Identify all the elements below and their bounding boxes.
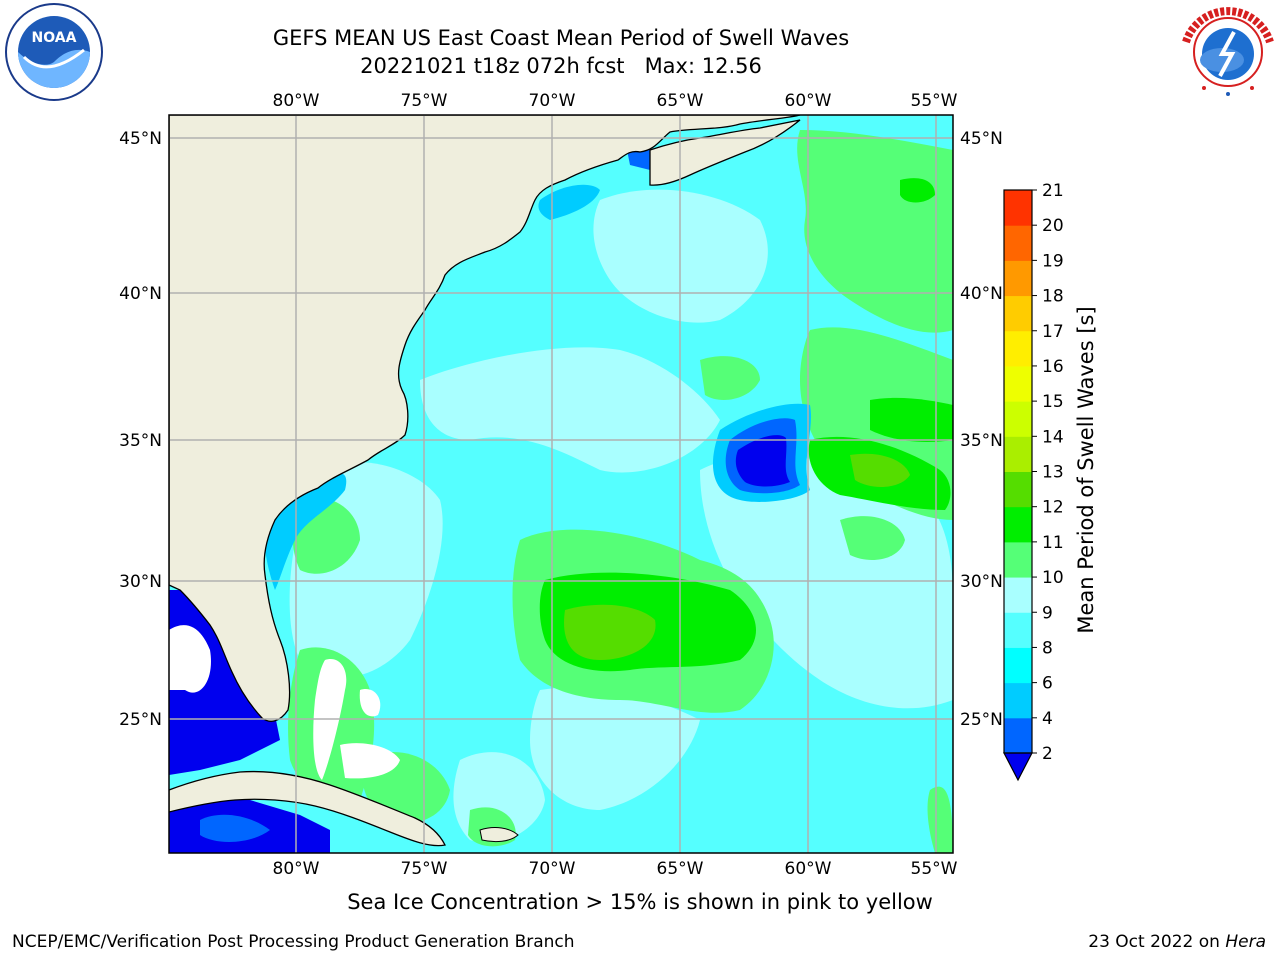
colorbar-bin (1004, 436, 1032, 472)
lat-label-right: 30°N (960, 572, 1003, 592)
colorbar-tick-label: 14 (1042, 427, 1064, 447)
colorbar-tick-label: 20 (1042, 216, 1064, 236)
colorbar-tick-label: 11 (1042, 533, 1064, 553)
colorbar-tick-label: 12 (1042, 498, 1064, 518)
lat-label-left: 45°N (119, 129, 162, 149)
lat-label-right: 40°N (960, 284, 1003, 304)
lat-label-left: 25°N (119, 710, 162, 730)
colorbar-tick-label: 16 (1042, 357, 1064, 377)
colorbar-tick-label: 13 (1042, 463, 1064, 483)
lon-label-bottom: 75°W (401, 859, 448, 879)
colorbar-bin (1004, 225, 1032, 261)
colorbar-tick-label: 17 (1042, 322, 1064, 342)
colorbar-tick-label: 9 (1042, 603, 1053, 623)
lon-label-bottom: 80°W (273, 859, 320, 879)
colorbar-bin (1004, 682, 1032, 719)
sea-ice-note: Sea Ice Concentration > 15% is shown in … (347, 890, 933, 914)
noaa-logo: NOAA (5, 3, 103, 101)
swell-period-field (169, 115, 953, 853)
lon-label-top: 70°W (529, 91, 576, 111)
colorbar-tick-label: 2 (1042, 744, 1053, 764)
lon-label-bottom: 65°W (657, 859, 704, 879)
colorbar-bin (1004, 365, 1032, 402)
colorbar-bin (1004, 330, 1032, 367)
colorbar-bin (1004, 295, 1032, 332)
lon-label-top: 80°W (273, 91, 320, 111)
colorbar-tick-label: 15 (1042, 392, 1064, 412)
footer-date-text: 23 Oct 2022 on (1088, 932, 1226, 952)
lon-label-bottom: 60°W (785, 859, 832, 879)
lon-label-bottom: 55°W (911, 859, 958, 879)
colorbar-tick-label: 6 (1042, 674, 1053, 694)
colorbar-bin (1004, 401, 1032, 437)
footer-host: Hera (1225, 932, 1266, 952)
colorbar-bin (1004, 577, 1032, 613)
plot-subtitle: 20221021 t18z 072h fcst Max: 12.56 (360, 54, 762, 78)
colorbar-tick-label: 21 (1042, 181, 1064, 201)
nws-logo (1180, 4, 1276, 100)
plot-title: GEFS MEAN US East Coast Mean Period of S… (272, 26, 850, 50)
colorbar-bin (1004, 647, 1032, 684)
colorbar-extend-arrow (1003, 752, 1033, 782)
lat-label-left: 35°N (119, 431, 162, 451)
colorbar-tick-label: 18 (1042, 287, 1064, 307)
colorbar-bin (1004, 471, 1032, 508)
colorbar-tick-label: 4 (1042, 709, 1053, 729)
colorbar-bin (1004, 541, 1032, 578)
land (169, 115, 801, 847)
colorbar-bin (1004, 612, 1032, 648)
lat-label-right: 25°N (960, 710, 1003, 730)
colorbar-tick-label: 8 (1042, 638, 1053, 658)
lat-label-right: 35°N (960, 431, 1003, 451)
colorbar-bin (1004, 506, 1032, 543)
footer-date: 23 Oct 2022 on Hera (1088, 932, 1266, 952)
graticule (169, 115, 953, 853)
lat-label-left: 40°N (119, 284, 162, 304)
colorbar-bin (1004, 260, 1032, 297)
colorbar-label: Mean Period of Swell Waves [s] (1074, 306, 1098, 634)
lon-label-top: 60°W (785, 91, 832, 111)
lat-label-right: 45°N (960, 129, 1003, 149)
lon-label-bottom: 70°W (529, 859, 576, 879)
lon-label-top: 65°W (657, 91, 704, 111)
colorbar-tick-label: 10 (1042, 568, 1064, 588)
lon-label-top: 75°W (401, 91, 448, 111)
svg-text:NOAA: NOAA (32, 30, 77, 46)
colorbar-bin (1004, 717, 1032, 754)
lat-label-left: 30°N (119, 572, 162, 592)
colorbar: 2 4 6 8 9 10 11 12 13 14 15 16 17 18 19 20 21 (1003, 181, 1064, 782)
footer-credit: NCEP/EMC/Verification Post Processing Pr… (12, 932, 575, 952)
lon-label-top: 55°W (911, 91, 958, 111)
map-frame (168, 114, 954, 854)
colorbar-bin (1004, 190, 1032, 226)
colorbar-tick-label: 19 (1042, 251, 1064, 271)
